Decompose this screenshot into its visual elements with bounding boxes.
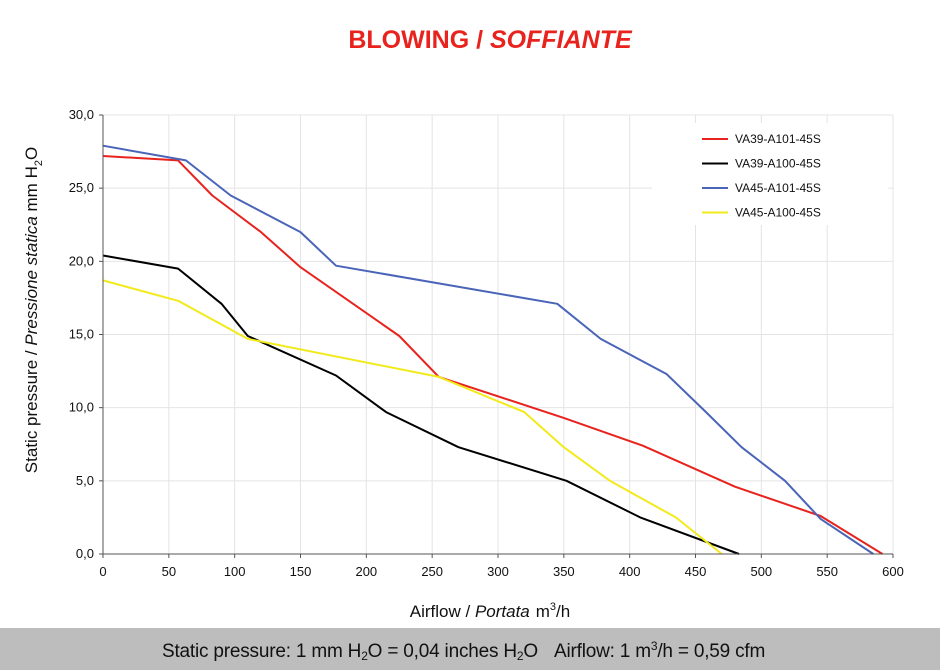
legend-label: VA45-A100-45S xyxy=(735,206,821,220)
footer-airflow-text: Airflow: 1 m xyxy=(554,641,651,662)
x-axis-label-italic: Portata xyxy=(475,602,530,621)
y-axis-label-unit-tail: O xyxy=(22,147,41,160)
x-tick-label: 200 xyxy=(355,564,377,579)
footer-airflow-conversion: Airflow: 1 m3/h = 0,59 cfm xyxy=(554,639,766,663)
y-tick-label: 0,0 xyxy=(76,546,94,561)
chart-title: BLOWING / SOFFIANTE xyxy=(348,26,633,54)
footer-pressure-tail: O xyxy=(523,641,538,662)
x-axis-label-unit-sup: 3 xyxy=(550,601,556,613)
legend: VA39-A101-45S VA39-A100-45S VA45-A101-45S V… xyxy=(652,123,888,225)
legend-box xyxy=(652,123,888,225)
footer-airflow-sup: 3 xyxy=(650,639,658,653)
x-axis-label: Airflow / Portata m3/h xyxy=(410,601,570,621)
y-tick-labels: 0,0 5,0 10,0 15,0 20,0 25,0 30,0 xyxy=(69,107,94,561)
y-tick-label: 15,0 xyxy=(69,327,94,342)
y-tick-label: 20,0 xyxy=(69,253,94,268)
series-lines xyxy=(102,144,884,555)
x-tick-label: 600 xyxy=(882,564,904,579)
x-tick-labels: 0 50 100 150 200 250 300 350 400 450 500 550 600 xyxy=(99,564,903,579)
y-axis-label-italic: Pressione statica xyxy=(22,216,41,345)
y-tick-label: 10,0 xyxy=(69,400,94,415)
footer-pressure-sub: 2 xyxy=(361,649,368,663)
x-tick-label: 0 xyxy=(99,564,106,579)
y-tick-label: 25,0 xyxy=(69,180,94,195)
footer-airflow-tail: /h = 0,59 cfm xyxy=(657,641,766,662)
y-tick-label: 30,0 xyxy=(69,107,94,122)
x-tick-label: 300 xyxy=(487,564,509,579)
x-tick-label: 100 xyxy=(224,564,246,579)
series-line-va39-a101-45s xyxy=(102,155,884,555)
series-line-va45-a100-45s xyxy=(102,279,723,555)
x-tick-label: 500 xyxy=(750,564,772,579)
footer-pressure-conversion: Static pressure: 1 mm H2O = 0,04 inches … xyxy=(162,641,538,663)
chart-area: BLOWING / SOFFIANTE 0 50 100 150 200 250 300 35… xyxy=(22,26,904,621)
chart-title-main: BLOWING / xyxy=(348,26,490,54)
footer-bar xyxy=(0,628,940,670)
x-axis-label-plain: Airflow / xyxy=(410,602,475,621)
legend-label: VA45-A101-45S xyxy=(735,181,821,195)
series-line-va39-a100-45s xyxy=(102,254,740,555)
series-line-va45-a101-45s xyxy=(102,144,874,555)
x-tick-label: 350 xyxy=(553,564,575,579)
y-axis-label-plain: Static pressure / xyxy=(22,346,41,474)
x-tick-label: 550 xyxy=(816,564,838,579)
x-tick-label: 400 xyxy=(619,564,641,579)
footer-pressure-mid: O = 0,04 inches H xyxy=(367,641,517,662)
x-tick-label: 150 xyxy=(290,564,312,579)
x-tick-label: 50 xyxy=(162,564,176,579)
chart-title-italic: SOFFIANTE xyxy=(490,26,633,54)
y-axis-label-unit-sub: 2 xyxy=(33,160,45,166)
y-axis-label-unit: mm H xyxy=(22,166,41,216)
x-tick-label: 450 xyxy=(685,564,707,579)
axes xyxy=(99,114,894,558)
legend-label: VA39-A100-45S xyxy=(735,157,821,171)
x-tick-label: 250 xyxy=(421,564,443,579)
footer-pressure-sub2: 2 xyxy=(516,649,524,663)
y-tick-label: 5,0 xyxy=(76,473,94,488)
y-axis-label: Static pressure / Pressione statica mm H… xyxy=(22,147,45,473)
x-axis-label-unit-tail: /h xyxy=(556,602,570,621)
legend-label: VA39-A101-45S xyxy=(735,132,821,146)
x-axis-label-unit: m xyxy=(536,602,550,621)
footer-pressure-text: Static pressure: 1 mm H xyxy=(162,641,362,662)
